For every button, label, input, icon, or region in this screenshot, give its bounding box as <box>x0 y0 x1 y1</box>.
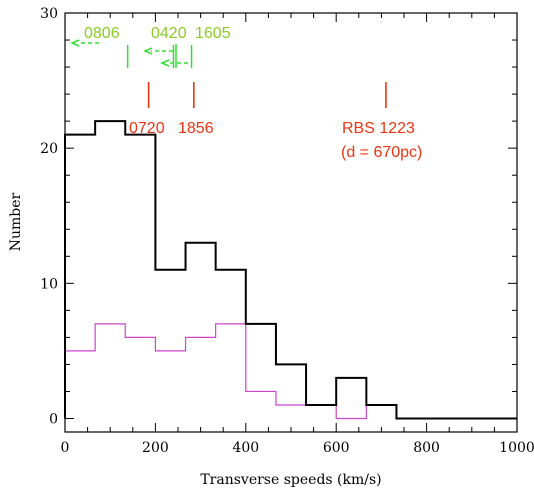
x-tick-label: 800 <box>413 440 440 456</box>
y-axis-title: Number <box>8 192 24 251</box>
label-1856: 1856 <box>178 120 214 137</box>
upper-limit-arrowhead-1 <box>143 47 153 55</box>
y-tick-label: 10 <box>40 276 58 292</box>
y-tick-label: 0 <box>49 411 58 427</box>
tick-labels: 0 200 400 600 800 1000 0 10 20 30 <box>40 6 534 456</box>
x-tick-label: 400 <box>232 440 259 456</box>
axis-ticks <box>64 12 518 432</box>
label-0420: 0420 <box>151 25 187 42</box>
histogram-series <box>64 120 517 420</box>
label-1605: 1605 <box>195 25 231 42</box>
upper-limit-arrowhead-0 <box>70 39 80 47</box>
x-tick-label: 0 <box>61 440 70 456</box>
histogram-series-0 <box>64 120 517 420</box>
y-tick-label: 20 <box>40 141 58 157</box>
histogram-series-1 <box>64 323 517 420</box>
label-0806: 0806 <box>84 25 120 42</box>
upper-limit-arrowhead-2 <box>160 59 170 67</box>
y-tick-label: 30 <box>40 6 58 22</box>
label-distance: (d = 670pc) <box>341 144 422 161</box>
plot-frame <box>64 12 518 433</box>
x-axis-title: Transverse speeds (km/s) <box>200 472 381 488</box>
label-0720: 0720 <box>129 120 165 137</box>
label-RBS-1223: RBS 1223 <box>342 120 415 137</box>
x-tick-label: 600 <box>323 440 350 456</box>
x-tick-label: 1000 <box>499 440 534 456</box>
annotations: 0806 0420 1605 0720 1856 RBS 1223 (d = 670pc) <box>70 25 422 161</box>
x-tick-label: 200 <box>142 440 169 456</box>
